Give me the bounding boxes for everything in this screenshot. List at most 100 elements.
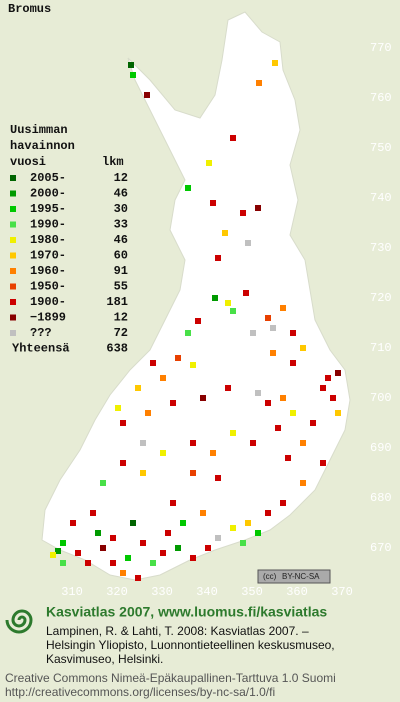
x-grid-label: 350	[241, 585, 263, 599]
square	[120, 420, 126, 426]
square	[130, 520, 136, 526]
legend: Uusimman havainnon vuosi lkm 2005- 12 2000- 46 1…	[10, 123, 128, 356]
legend-swatch	[10, 252, 16, 259]
grid-labels: 770 760 750 740 730 720 710 700 690 680 670 310 320 3…	[61, 41, 391, 599]
square	[265, 510, 271, 516]
square	[100, 545, 106, 551]
square	[125, 555, 131, 561]
square	[280, 305, 286, 311]
legend-label: 1950-	[30, 280, 66, 294]
square	[135, 575, 141, 581]
legend-label: 1900-	[30, 295, 66, 309]
square	[230, 525, 236, 531]
legend-swatch	[10, 299, 16, 305]
legend-label: 1995-	[30, 202, 66, 216]
legend-total-label: Yhteensä	[12, 342, 70, 356]
square	[140, 440, 146, 446]
square	[200, 510, 206, 516]
square	[210, 200, 216, 206]
square	[160, 375, 166, 381]
legend-count: 181	[106, 295, 128, 309]
x-grid-label: 330	[151, 585, 173, 599]
square	[320, 460, 326, 466]
legend-label: 2005-	[30, 171, 66, 185]
square	[215, 475, 221, 481]
square	[205, 545, 211, 551]
square	[135, 385, 141, 391]
logo-spiral	[5, 609, 33, 634]
legend-count: 91	[114, 264, 128, 278]
legend-label: 2000-	[30, 187, 66, 201]
legend-swatch	[10, 314, 16, 321]
square	[240, 540, 246, 546]
square	[215, 255, 221, 261]
y-grid-label: 670	[370, 541, 392, 555]
square	[265, 315, 271, 321]
square	[160, 450, 166, 456]
square	[190, 470, 196, 476]
square	[55, 548, 61, 554]
square	[300, 440, 306, 446]
square	[144, 92, 150, 98]
y-grid-label: 750	[370, 141, 392, 155]
x-grid-label: 310	[61, 585, 83, 599]
legend-swatch	[10, 221, 16, 228]
square	[160, 550, 166, 556]
square	[180, 520, 186, 526]
x-grid-label: 340	[196, 585, 218, 599]
legend-count: 55	[114, 280, 128, 294]
square	[215, 535, 221, 541]
square	[275, 425, 281, 431]
legend-count: 46	[114, 233, 128, 247]
square	[175, 545, 181, 551]
square	[310, 420, 316, 426]
finland-map	[41, 11, 351, 581]
square	[243, 290, 249, 296]
square	[280, 395, 286, 401]
square	[140, 540, 146, 546]
square	[240, 210, 246, 216]
species-title: Bromus	[8, 2, 51, 16]
square	[225, 300, 231, 306]
square	[250, 330, 256, 336]
square	[325, 375, 331, 381]
y-grid-label: 770	[370, 41, 392, 55]
legend-count-header: lkm	[102, 155, 124, 169]
observation-squares	[50, 60, 341, 581]
square	[85, 560, 91, 566]
square	[115, 405, 121, 411]
legend-label: −1899	[30, 311, 66, 325]
y-grid-label: 740	[370, 191, 392, 205]
site-link[interactable]: Kasviatlas 2007, www.luomus.fi/kasviatla…	[46, 604, 327, 620]
badge-text: BY-NC-SA	[282, 572, 320, 581]
square	[110, 535, 116, 541]
legend-count: 60	[114, 249, 128, 263]
legend-count: 12	[114, 311, 128, 325]
square	[130, 72, 136, 78]
square	[210, 450, 216, 456]
square	[230, 135, 236, 141]
license-url[interactable]: http://creativecommons.org/licenses/by-n…	[5, 685, 275, 699]
square	[150, 360, 156, 366]
legend-swatch	[10, 330, 16, 336]
square	[230, 430, 236, 436]
legend-count: 30	[114, 202, 128, 216]
square	[128, 62, 134, 68]
legend-heading: Uusimman	[10, 123, 68, 137]
square	[60, 540, 66, 546]
legend-swatch	[10, 283, 16, 290]
square	[320, 385, 326, 391]
legend-label: 1970-	[30, 249, 66, 263]
legend-label: ???	[30, 326, 52, 340]
square	[90, 510, 96, 516]
y-grid-label: 730	[370, 241, 392, 255]
square	[230, 308, 236, 314]
license-text: Creative Commons Nimeä-Epäkaupallinen-Ta…	[5, 671, 336, 685]
square	[290, 330, 296, 336]
square	[95, 530, 101, 536]
square	[145, 410, 151, 416]
legend-swatch	[10, 190, 16, 197]
square	[255, 390, 261, 396]
x-grid-label: 360	[286, 585, 308, 599]
